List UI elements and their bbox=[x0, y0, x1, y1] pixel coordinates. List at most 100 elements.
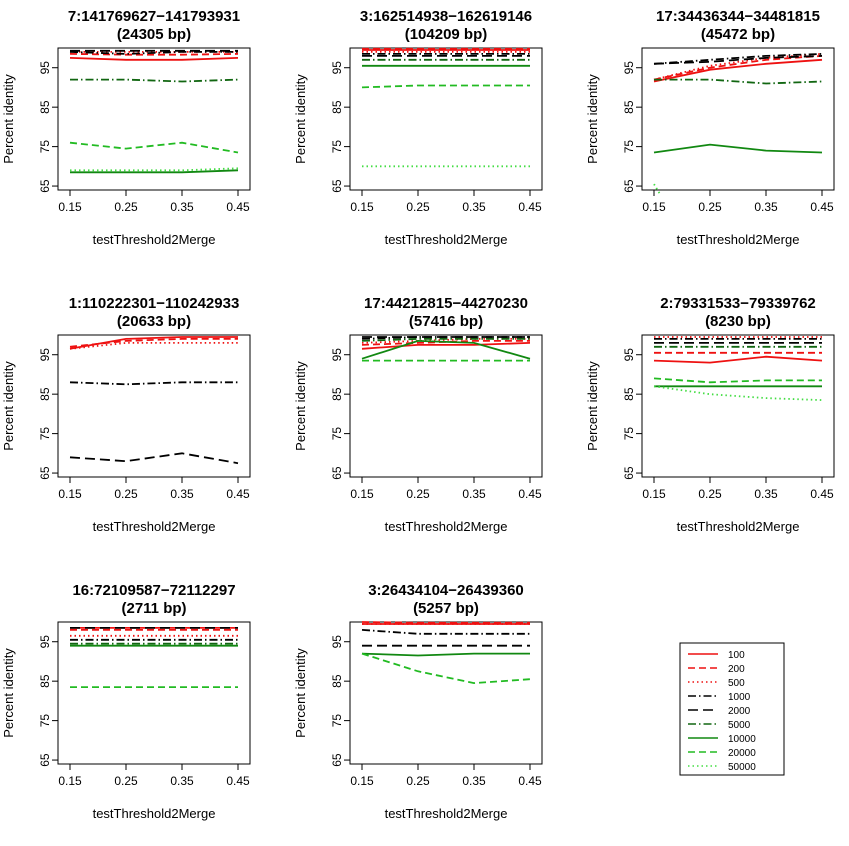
series-line-1000 bbox=[69, 381, 238, 386]
y-axis-label: Percent identity bbox=[1, 74, 16, 164]
x-tick-label: 0.35 bbox=[462, 200, 486, 214]
plot-frame bbox=[641, 47, 835, 191]
panel-subtitle: (57416 bp) bbox=[409, 313, 483, 330]
x-tick-label: 0.15 bbox=[642, 200, 666, 214]
x-axis-label: testThreshold2Merge bbox=[385, 806, 508, 821]
x-tick-label: 0.35 bbox=[462, 774, 486, 788]
plot-frame bbox=[57, 334, 251, 478]
legend-label: 50000 bbox=[728, 762, 756, 773]
series-line-50000 bbox=[653, 385, 823, 401]
x-tick-label: 0.15 bbox=[642, 487, 666, 501]
x-tick-label: 0.45 bbox=[518, 774, 542, 788]
panel-title: 17:34436344−34481815 bbox=[656, 8, 820, 25]
series-line-100 bbox=[653, 58, 823, 83]
y-axis-label: Percent identity bbox=[293, 74, 308, 164]
x-tick-label: 0.35 bbox=[170, 487, 194, 501]
x-tick-label: 0.35 bbox=[754, 487, 778, 501]
y-tick-label: 65 bbox=[330, 179, 344, 193]
series-line-200 bbox=[69, 53, 239, 56]
x-tick-label: 0.45 bbox=[518, 200, 542, 214]
legend-label: 500 bbox=[728, 678, 745, 689]
x-tick-label: 0.45 bbox=[226, 200, 250, 214]
series-line-50000 bbox=[653, 183, 661, 195]
y-tick-label: 75 bbox=[330, 714, 344, 728]
y-tick-label: 85 bbox=[38, 100, 52, 114]
y-tick-label: 95 bbox=[330, 61, 344, 75]
x-tick-label: 0.45 bbox=[810, 200, 834, 214]
panel-subtitle: (104209 bp) bbox=[405, 26, 488, 43]
panel-title: 1:110222301−110242933 bbox=[69, 295, 240, 312]
x-tick-label: 0.15 bbox=[58, 487, 82, 501]
plot-frame bbox=[57, 47, 251, 191]
series-line-500 bbox=[653, 53, 823, 81]
series-line-20000 bbox=[69, 141, 239, 154]
y-tick-label: 75 bbox=[38, 140, 52, 154]
x-axis-label: testThreshold2Merge bbox=[385, 519, 508, 534]
x-tick-label: 0.45 bbox=[226, 487, 250, 501]
y-axis-label: Percent identity bbox=[585, 361, 600, 451]
plot-frame bbox=[57, 621, 251, 765]
panel-title: 2:79331533−79339762 bbox=[660, 295, 816, 312]
x-tick-label: 0.35 bbox=[462, 487, 486, 501]
legend-label: 100 bbox=[728, 650, 745, 661]
y-tick-label: 65 bbox=[330, 466, 344, 480]
legend-box bbox=[679, 642, 785, 776]
y-tick-label: 75 bbox=[330, 427, 344, 441]
panel-subtitle: (2711 bp) bbox=[121, 600, 186, 617]
y-tick-label: 65 bbox=[38, 179, 52, 193]
panel-subtitle: (45472 bp) bbox=[701, 26, 775, 43]
y-tick-label: 65 bbox=[622, 179, 636, 193]
panel-4: 1:110222301−110242933(20633 bp) 0.15 0.25 0… bbox=[1, 295, 251, 534]
y-tick-label: 75 bbox=[622, 140, 636, 154]
series-line-1000 bbox=[69, 51, 238, 55]
series-line-1000 bbox=[361, 629, 530, 635]
x-tick-label: 0.35 bbox=[754, 200, 778, 214]
y-axis-label: Percent identity bbox=[585, 74, 600, 164]
x-tick-label: 0.35 bbox=[170, 200, 194, 214]
x-tick-label: 0.35 bbox=[170, 774, 194, 788]
panel-subtitle: (20633 bp) bbox=[117, 313, 191, 330]
y-axis-label: Percent identity bbox=[293, 648, 308, 738]
y-tick-label: 75 bbox=[330, 140, 344, 154]
legend-label: 20000 bbox=[728, 748, 756, 759]
x-tick-label: 0.25 bbox=[114, 487, 138, 501]
x-tick-label: 0.45 bbox=[226, 774, 250, 788]
panel-6: 2:79331533−79339762(8230 bp) 0.15 0.25 0.35… bbox=[585, 295, 835, 534]
x-tick-label: 0.15 bbox=[350, 774, 374, 788]
panel-2: 3:162514938−162619146(104209 bp) 0.15 0.25… bbox=[293, 8, 543, 247]
legend-label: 200 bbox=[728, 664, 745, 675]
y-axis-label: Percent identity bbox=[1, 648, 16, 738]
x-axis-label: testThreshold2Merge bbox=[677, 519, 800, 534]
y-tick-label: 95 bbox=[622, 348, 636, 362]
series-line-20000 bbox=[361, 652, 531, 685]
y-axis-label: Percent identity bbox=[1, 361, 16, 451]
series-line-20000 bbox=[361, 84, 530, 89]
y-tick-label: 85 bbox=[38, 674, 52, 688]
y-tick-label: 85 bbox=[330, 387, 344, 401]
x-tick-label: 0.25 bbox=[406, 487, 430, 501]
panel-title: 3:162514938−162619146 bbox=[360, 8, 532, 25]
panel-title: 17:44212815−44270230 bbox=[364, 295, 528, 312]
panel-7: 16:72109587−72112297(2711 bp) 0.15 0.25 0.3… bbox=[1, 582, 251, 821]
series-line-5000 bbox=[654, 78, 823, 85]
y-tick-label: 95 bbox=[38, 635, 52, 649]
series-line-10000 bbox=[653, 143, 823, 154]
panel-title: 3:26434104−26439360 bbox=[368, 582, 524, 599]
legend-label: 10000 bbox=[728, 734, 756, 745]
series-line-50000 bbox=[70, 167, 239, 172]
y-tick-label: 85 bbox=[38, 387, 52, 401]
x-axis-label: testThreshold2Merge bbox=[677, 232, 800, 247]
y-tick-label: 95 bbox=[330, 348, 344, 362]
y-tick-label: 65 bbox=[38, 753, 52, 767]
series-line-2000 bbox=[69, 452, 239, 465]
panel-8: 3:26434104−26439360(5257 bp) 0.15 0.25 0.35… bbox=[293, 582, 543, 821]
x-tick-label: 0.45 bbox=[810, 487, 834, 501]
series-line-500 bbox=[69, 341, 238, 350]
series-line-200 bbox=[361, 621, 530, 624]
x-tick-label: 0.25 bbox=[114, 774, 138, 788]
y-tick-label: 95 bbox=[622, 61, 636, 75]
y-tick-label: 65 bbox=[38, 466, 52, 480]
plot-frame bbox=[641, 334, 835, 478]
panel-subtitle: (24305 bp) bbox=[117, 26, 191, 43]
series-line-10000 bbox=[70, 169, 239, 174]
